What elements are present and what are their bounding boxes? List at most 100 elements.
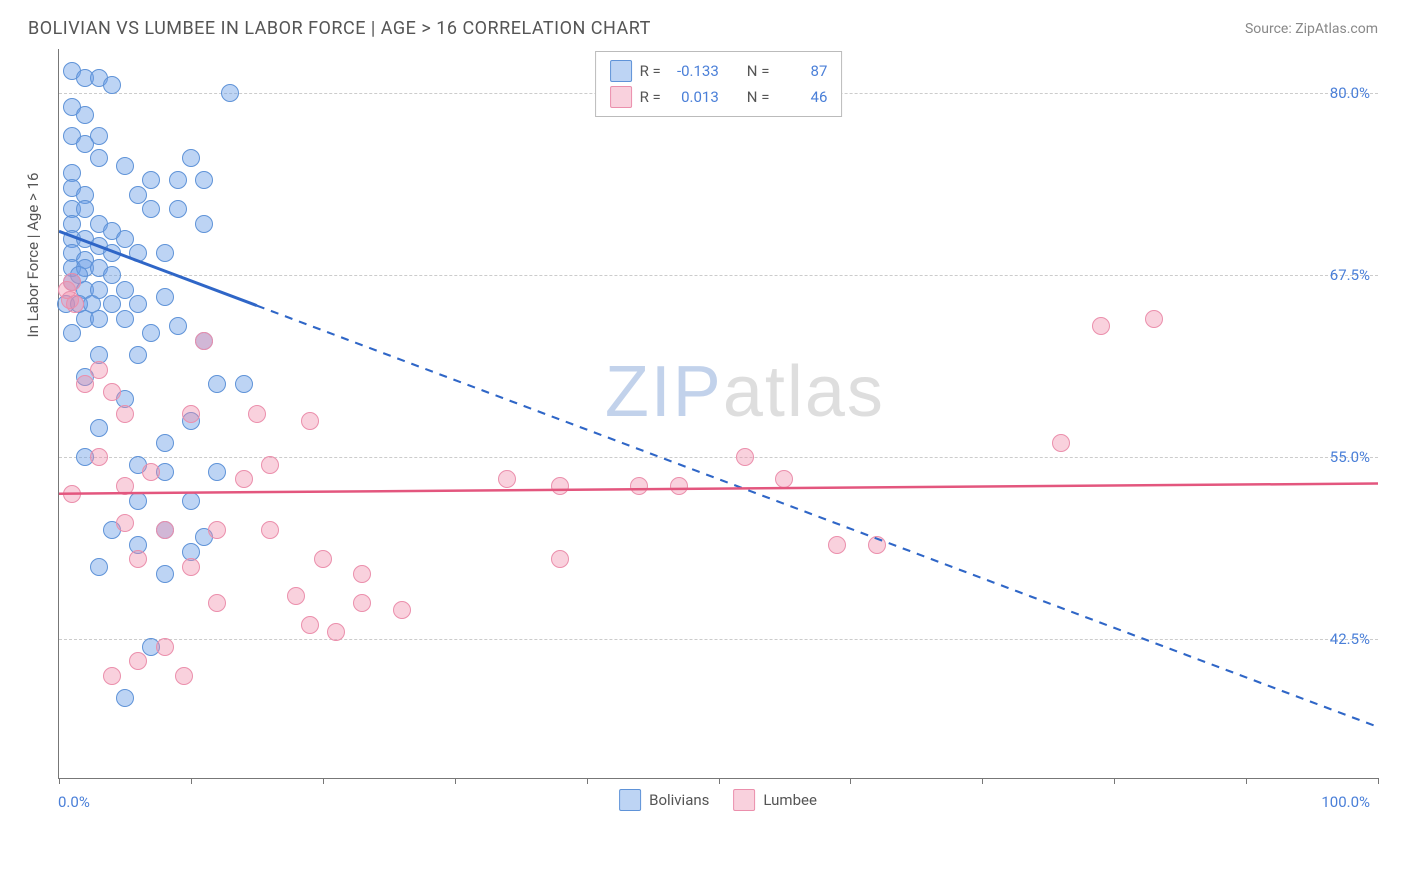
data-point: [90, 448, 108, 466]
legend-swatch: [610, 86, 632, 108]
data-point: [169, 200, 187, 218]
data-point: [235, 470, 253, 488]
data-point: [129, 186, 147, 204]
data-point: [103, 295, 121, 313]
data-point: [314, 550, 332, 568]
legend-series-label: Lumbee: [763, 791, 817, 809]
data-point: [90, 558, 108, 576]
data-point: [287, 587, 305, 605]
legend-n-label: N =: [747, 62, 770, 80]
data-point: [76, 375, 94, 393]
source-attribution: Source: ZipAtlas.com: [1245, 21, 1378, 37]
data-point: [327, 623, 345, 641]
x-tick: [719, 778, 720, 784]
data-point: [208, 463, 226, 481]
x-tick: [59, 778, 60, 784]
data-point: [182, 558, 200, 576]
header: BOLIVIAN VS LUMBEE IN LABOR FORCE | AGE …: [0, 0, 1406, 49]
chart-container: R =-0.133N =87R =0.013N =46 ZIPatlas 80.…: [58, 49, 1378, 829]
data-point: [90, 310, 108, 328]
data-point: [393, 601, 411, 619]
data-point: [103, 244, 121, 262]
data-point: [103, 667, 121, 685]
plot-area: R =-0.133N =87R =0.013N =46 ZIPatlas 80.…: [58, 49, 1378, 779]
data-point: [156, 638, 174, 656]
data-point: [63, 324, 81, 342]
data-point: [828, 536, 846, 554]
data-point: [353, 594, 371, 612]
data-point: [90, 419, 108, 437]
data-point: [235, 375, 253, 393]
data-point: [129, 550, 147, 568]
legend-r-value: 0.013: [669, 88, 719, 106]
data-point: [195, 215, 213, 233]
data-point: [169, 171, 187, 189]
data-point: [142, 463, 160, 481]
legend-r-label: R =: [640, 88, 661, 106]
x-tick: [587, 778, 588, 784]
watermark: ZIPatlas: [605, 351, 885, 433]
y-tick-label: 55.0%: [1330, 448, 1370, 466]
legend-swatch: [733, 789, 755, 811]
data-point: [156, 288, 174, 306]
x-tick: [1378, 778, 1379, 784]
legend-swatch: [619, 789, 641, 811]
data-point: [182, 149, 200, 167]
data-point: [129, 492, 147, 510]
data-point: [76, 106, 94, 124]
watermark-part1: ZIP: [605, 352, 723, 432]
data-point: [103, 76, 121, 94]
data-point: [76, 135, 94, 153]
data-point: [670, 477, 688, 495]
data-point: [129, 346, 147, 364]
data-point: [156, 565, 174, 583]
chart-title: BOLIVIAN VS LUMBEE IN LABOR FORCE | AGE …: [28, 18, 651, 39]
data-point: [1052, 434, 1070, 452]
legend-n-value: 46: [777, 88, 827, 106]
data-point: [630, 477, 648, 495]
data-point: [76, 200, 94, 218]
y-tick-label: 80.0%: [1330, 84, 1370, 102]
x-tick: [323, 778, 324, 784]
data-point: [129, 652, 147, 670]
data-point: [221, 84, 239, 102]
data-point: [66, 295, 84, 313]
x-axis-min-label: 0.0%: [58, 793, 90, 811]
data-point: [208, 594, 226, 612]
data-point: [156, 434, 174, 452]
data-point: [116, 689, 134, 707]
data-point: [261, 521, 279, 539]
gridline: [59, 457, 1378, 458]
data-point: [156, 244, 174, 262]
legend-r-label: R =: [640, 62, 661, 80]
data-point: [182, 405, 200, 423]
data-point: [353, 565, 371, 583]
data-point: [195, 171, 213, 189]
watermark-part2: atlas: [723, 352, 885, 432]
data-point: [169, 317, 187, 335]
data-point: [90, 361, 108, 379]
x-tick: [850, 778, 851, 784]
y-tick-label: 67.5%: [1330, 266, 1370, 284]
trend-line-solid: [59, 483, 1378, 493]
data-point: [868, 536, 886, 554]
data-point: [63, 485, 81, 503]
data-point: [116, 477, 134, 495]
data-point: [116, 230, 134, 248]
series-legend: BoliviansLumbee: [619, 789, 817, 811]
data-point: [175, 667, 193, 685]
data-point: [116, 405, 134, 423]
data-point: [775, 470, 793, 488]
legend-swatch: [610, 60, 632, 82]
data-point: [116, 310, 134, 328]
x-tick: [455, 778, 456, 784]
y-axis-label: In Labor Force | Age > 16: [24, 173, 42, 338]
data-point: [142, 200, 160, 218]
data-point: [142, 171, 160, 189]
data-point: [248, 405, 266, 423]
data-point: [301, 412, 319, 430]
legend-r-value: -0.133: [669, 62, 719, 80]
legend-series-item: Lumbee: [733, 789, 817, 811]
data-point: [261, 456, 279, 474]
data-point: [182, 492, 200, 510]
